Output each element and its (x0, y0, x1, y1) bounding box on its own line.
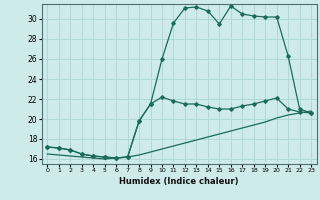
X-axis label: Humidex (Indice chaleur): Humidex (Indice chaleur) (119, 177, 239, 186)
